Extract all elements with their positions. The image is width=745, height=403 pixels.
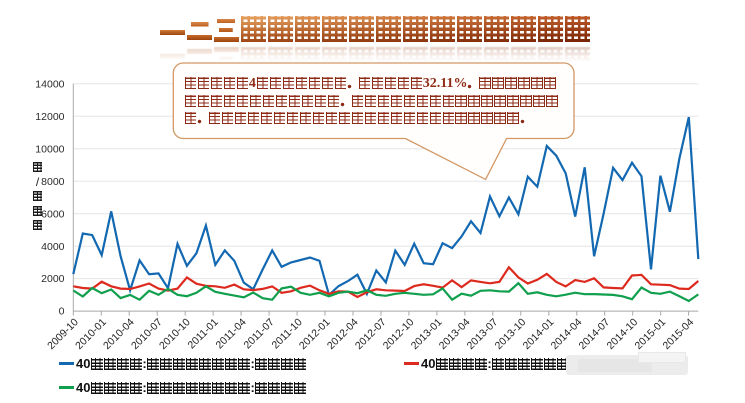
svg-text:4000: 4000 [41, 241, 65, 253]
svg-text:2015-04: 2015-04 [660, 316, 696, 352]
svg-text:2010-10: 2010-10 [157, 316, 193, 352]
svg-text:12000: 12000 [35, 111, 64, 123]
svg-text:10000: 10000 [35, 143, 64, 155]
svg-text:8000: 8000 [41, 176, 65, 188]
svg-text:6000: 6000 [41, 208, 65, 220]
svg-text:14000: 14000 [35, 78, 64, 90]
svg-text:2000: 2000 [41, 273, 65, 285]
svg-text:0: 0 [59, 306, 65, 318]
